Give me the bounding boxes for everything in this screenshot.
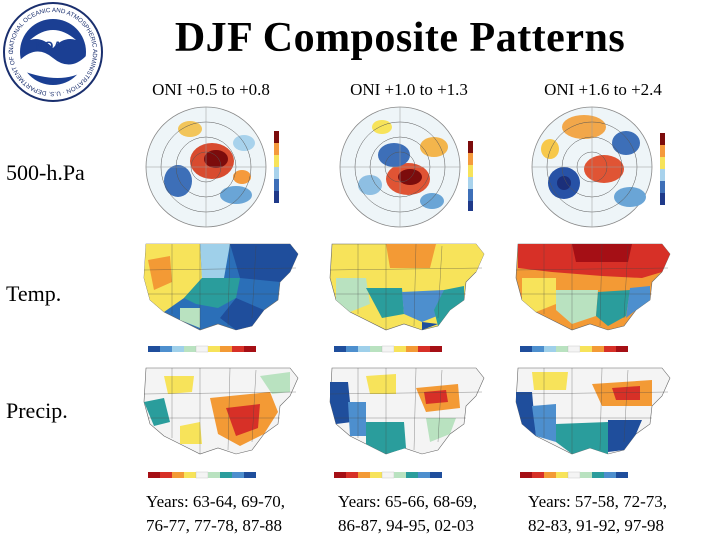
temp-map-weak	[140, 238, 312, 358]
precip-map-moderate	[326, 362, 498, 484]
years-caption-moderate: Years: 65-66, 68-69, 86-87, 94-95, 02-03	[338, 490, 533, 538]
years-line-1: Years: 65-66, 68-69,	[338, 492, 477, 511]
precip-map-strong	[512, 362, 684, 484]
years-line-1: Years: 57-58, 72-73,	[528, 492, 667, 511]
years-line-2: 76-77, 77-78, 87-88	[146, 516, 282, 535]
column-header-weak: ONI +0.5 to +0.8	[152, 80, 270, 99]
row-label-precip: Precip.	[6, 398, 68, 423]
temp-map-moderate	[326, 238, 498, 358]
noaa-logo-center-text: NOAA	[35, 39, 71, 53]
years-line-1: Years: 63-64, 69-70,	[146, 492, 285, 511]
row-label-500hpa: 500-h.Pa	[6, 160, 85, 185]
precip-color-legend-moderate	[334, 471, 442, 479]
temp-color-legend-moderate	[334, 345, 442, 353]
hgt500-map-weak	[140, 103, 308, 231]
noaa-logo: NOAA NATIONAL OCEANIC AND ATMOSPHERIC AD…	[0, 0, 104, 104]
column-header-moderate: ONI +1.0 to +1.3	[350, 80, 468, 99]
precip-color-legend-strong	[520, 471, 628, 479]
years-line-2: 86-87, 94-95, 02-03	[338, 516, 474, 535]
precip-color-legend-weak	[148, 471, 256, 479]
precip-map-weak	[140, 362, 312, 484]
temp-map-strong	[512, 238, 684, 358]
temp-color-legend-weak	[148, 345, 256, 353]
years-caption-weak: Years: 63-64, 69-70, 76-77, 77-78, 87-88	[146, 490, 341, 538]
noaa-logo-icon: NOAA NATIONAL OCEANIC AND ATMOSPHERIC AD…	[0, 0, 103, 102]
row-label-temp: Temp.	[6, 281, 62, 306]
hgt500-map-strong	[526, 103, 694, 231]
years-line-2: 82-83, 91-92, 97-98	[528, 516, 664, 535]
hgt500-map-moderate	[334, 103, 502, 231]
years-caption-strong: Years: 57-58, 72-73, 82-83, 91-92, 97-98	[528, 490, 720, 538]
temp-color-legend-strong	[520, 345, 628, 353]
column-header-strong: ONI +1.6 to +2.4	[544, 80, 662, 99]
page-title: DJF Composite Patterns	[174, 15, 626, 61]
